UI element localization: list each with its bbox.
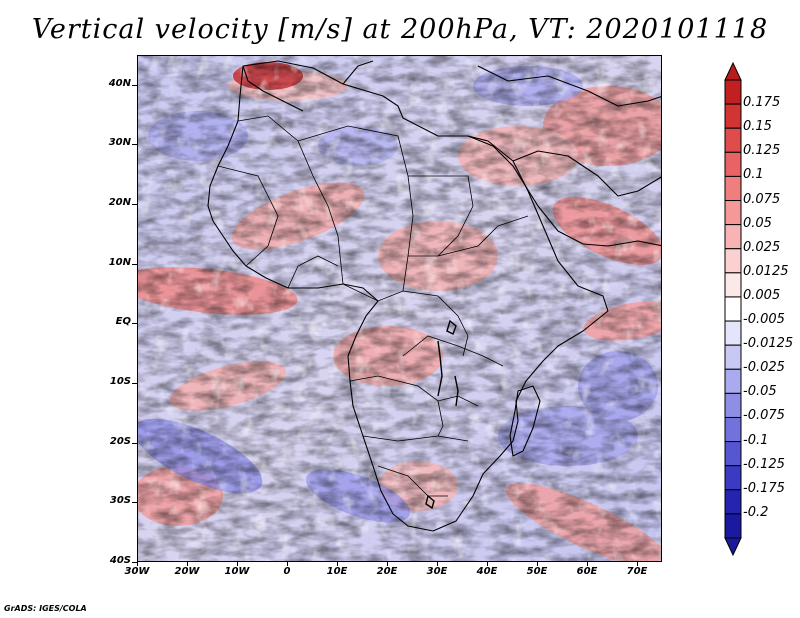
lon-label: 10E bbox=[326, 566, 348, 577]
colorbar-swatch bbox=[724, 320, 742, 346]
lon-label: 60E bbox=[576, 566, 598, 577]
colorbar-label: -0.175 bbox=[743, 480, 785, 496]
colorbar-swatch bbox=[724, 127, 742, 153]
colorbar-swatch bbox=[724, 272, 742, 298]
colorbar-label: 0.025 bbox=[743, 239, 781, 255]
colorbar-label: -0.2 bbox=[743, 504, 769, 520]
lat-label: 40S bbox=[109, 555, 131, 566]
colorbar-label: -0.1 bbox=[743, 432, 769, 448]
colorbar-swatch bbox=[724, 465, 742, 491]
colorbar-swatch bbox=[724, 392, 742, 418]
colorbar-label: 0.125 bbox=[743, 143, 781, 159]
lat-label: EQ bbox=[115, 316, 131, 328]
lat-label: 10N bbox=[108, 256, 131, 268]
colorbar-label: 0.175 bbox=[743, 95, 781, 111]
lon-tick bbox=[187, 562, 188, 566]
country-borders bbox=[217, 115, 529, 497]
colorbar-label: -0.075 bbox=[743, 408, 785, 424]
lat-tick bbox=[132, 383, 137, 385]
lat-tick bbox=[132, 204, 137, 206]
lon-label: 30E bbox=[426, 566, 448, 577]
coastlines bbox=[207, 60, 661, 532]
colorbar-swatch bbox=[724, 441, 742, 467]
lat-tick bbox=[132, 502, 137, 504]
field-noise-white bbox=[138, 56, 661, 561]
mediterranean-coast bbox=[242, 65, 304, 112]
velocity-field-map bbox=[138, 56, 661, 561]
lon-tick bbox=[487, 562, 488, 566]
lat-label: 20N bbox=[108, 197, 131, 209]
persian-gulf-coast bbox=[512, 150, 661, 197]
colorbar-swatch bbox=[724, 416, 742, 443]
lat-tick bbox=[132, 442, 137, 444]
lon-tick bbox=[387, 562, 388, 566]
lon-label: 10W bbox=[224, 566, 250, 577]
chart-title: Vertical velocity [m/s] at 200hPa, VT: 2… bbox=[31, 14, 769, 45]
lon-tick bbox=[537, 562, 538, 566]
lon-label: 20E bbox=[376, 566, 398, 577]
lon-tick bbox=[437, 562, 438, 566]
colorbar-label: 0.075 bbox=[743, 191, 781, 207]
lat-label: 40N bbox=[108, 77, 131, 89]
lon-label: 0 bbox=[283, 566, 291, 577]
lon-label: 40E bbox=[476, 566, 498, 577]
lat-label: 10S bbox=[109, 376, 131, 388]
map-panel bbox=[137, 55, 662, 562]
lat-label: 30S bbox=[109, 495, 131, 507]
africa-outline bbox=[207, 60, 609, 532]
lon-tick bbox=[637, 562, 638, 566]
lon-label: 50E bbox=[526, 566, 548, 577]
colorbar-label: -0.05 bbox=[743, 384, 777, 400]
lon-tick bbox=[337, 562, 338, 566]
lon-tick bbox=[237, 562, 238, 566]
lon-tick bbox=[287, 562, 288, 566]
colorbar-label: -0.125 bbox=[743, 456, 785, 472]
colorbar-label: -0.005 bbox=[743, 312, 785, 328]
lat-tick bbox=[132, 263, 137, 265]
colorbar-label: -0.025 bbox=[743, 360, 785, 376]
lat-tick bbox=[132, 144, 137, 146]
colorbar-swatches bbox=[724, 62, 742, 556]
colorbar-swatch bbox=[724, 175, 742, 202]
lat-tick bbox=[132, 323, 137, 325]
lon-label: 70E bbox=[626, 566, 648, 577]
colorbar-label: 0.15 bbox=[743, 119, 772, 135]
colorbar-swatch bbox=[724, 224, 742, 250]
grads-credit: GrADS: IGES/COLA bbox=[4, 604, 87, 613]
lakes bbox=[425, 319, 459, 510]
italy-coast bbox=[342, 60, 374, 85]
lon-tick bbox=[137, 562, 138, 566]
lat-label: 20S bbox=[109, 435, 131, 447]
colorbar-label: 0.05 bbox=[743, 215, 772, 231]
colorbar-swatch bbox=[724, 344, 742, 370]
colorbar-label: 0.1 bbox=[743, 167, 764, 183]
colorbar-label: 0.0125 bbox=[743, 263, 789, 279]
colorbar-swatch bbox=[724, 368, 742, 394]
lon-label: 20W bbox=[174, 566, 200, 577]
colorbar-swatch bbox=[724, 200, 742, 226]
lon-tick bbox=[587, 562, 588, 566]
colorbar-bottom-arrow bbox=[724, 537, 742, 556]
colorbar-label: 0.005 bbox=[743, 287, 781, 303]
colorbar-swatch bbox=[724, 513, 742, 539]
colorbar-swatch bbox=[724, 489, 742, 515]
colorbar-swatch bbox=[724, 151, 742, 177]
colorbar-swatch bbox=[724, 248, 742, 274]
lat-tick bbox=[132, 84, 137, 86]
colorbar-swatch bbox=[724, 103, 742, 129]
lat-tick bbox=[132, 562, 137, 563]
lat-label: 30N bbox=[108, 137, 131, 149]
middle-east-boundary bbox=[477, 65, 661, 107]
arabia-coast bbox=[467, 135, 661, 247]
colorbar-swatch bbox=[724, 79, 742, 105]
lon-label: 30W bbox=[124, 566, 150, 577]
colorbar-label: -0.0125 bbox=[743, 336, 794, 352]
colorbar-swatch bbox=[724, 296, 742, 322]
colorbar-top-arrow bbox=[724, 62, 742, 81]
madagascar-outline bbox=[509, 385, 541, 457]
colorbar bbox=[724, 62, 742, 556]
